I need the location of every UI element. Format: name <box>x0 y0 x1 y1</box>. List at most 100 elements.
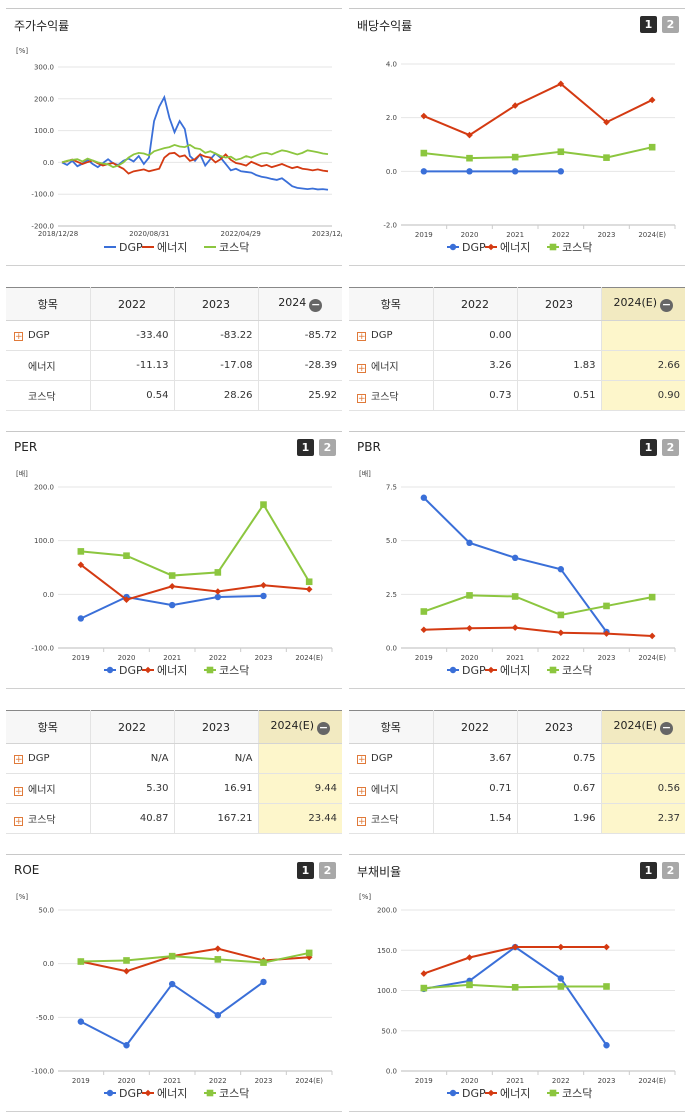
x-tick-label: 2021 <box>506 1077 524 1085</box>
y-tick-label: 0.0 <box>43 591 54 599</box>
data-point-kosdaq <box>557 983 565 990</box>
expand-icon[interactable]: + <box>14 755 23 765</box>
column-header: 2023 <box>517 287 602 321</box>
legend-label-energy[interactable]: 에너지 <box>157 241 187 254</box>
table-cell: 28.26 <box>174 380 259 411</box>
legend-label-dgp[interactable]: DGP <box>462 1087 486 1100</box>
view-toggle: 1 2 <box>640 862 679 879</box>
expand-icon[interactable]: + <box>357 364 366 374</box>
legend-label-dgp[interactable]: DGP <box>119 241 143 254</box>
x-tick-label: 2023 <box>598 231 616 239</box>
legend-label-energy[interactable]: 에너지 <box>157 1087 187 1100</box>
view-2-button[interactable]: 2 <box>662 439 679 456</box>
data-point-dgp <box>214 593 222 601</box>
legend-label-energy[interactable]: 에너지 <box>157 664 187 677</box>
dividend-chart: 4.0 2.0 0.0 -2.0 2019 2020 2021 2022 2023 2024(E)… <box>383 61 676 254</box>
data-point-kosdaq <box>168 572 176 579</box>
data-point-kosdaq <box>305 578 313 586</box>
legend-label-kosdaq[interactable]: 코스닥 <box>562 241 592 254</box>
y-tick-label: -200.0 <box>31 223 54 231</box>
view-1-button[interactable]: 1 <box>640 862 657 879</box>
expand-icon[interactable]: + <box>357 332 366 342</box>
y-tick-label: 150.0 <box>377 947 397 955</box>
y-tick-label: 2.0 <box>386 114 397 122</box>
view-2-button[interactable]: 2 <box>662 16 679 33</box>
y-tick-label: -100.0 <box>31 191 54 199</box>
row-label: 에너지 <box>371 362 399 373</box>
data-point-energy <box>511 102 519 109</box>
x-tick-label: 2020 <box>118 1077 136 1085</box>
legend-label-kosdaq[interactable]: 코스닥 <box>219 664 249 677</box>
x-tick-label: 2024(E) <box>638 231 666 239</box>
collapse-icon[interactable]: − <box>317 721 331 735</box>
legend-marker-energy <box>144 1089 152 1097</box>
data-point-dgp <box>420 168 428 175</box>
data-point-kosdaq <box>260 501 267 508</box>
view-2-button[interactable]: 2 <box>662 862 679 879</box>
expand-icon[interactable]: + <box>14 817 23 827</box>
data-point-dgp <box>77 1018 85 1025</box>
view-1-button[interactable]: 1 <box>297 439 314 456</box>
legend-label-dgp[interactable]: DGP <box>462 664 486 677</box>
view-2-button[interactable]: 2 <box>319 862 336 879</box>
expand-icon[interactable]: + <box>357 817 366 827</box>
collapse-icon[interactable]: − <box>660 721 674 735</box>
legend-label-dgp[interactable]: DGP <box>119 664 143 677</box>
y-tick-label: 5.0 <box>386 537 397 545</box>
legend-marker-energy <box>487 666 495 674</box>
legend-label-kosdaq[interactable]: 코스닥 <box>562 664 592 677</box>
data-point-energy <box>77 561 85 569</box>
data-point-kosdaq <box>511 153 519 161</box>
data-point-dgp <box>168 980 176 988</box>
view-1-button[interactable]: 1 <box>640 16 657 33</box>
view-1-button[interactable]: 1 <box>297 862 314 879</box>
expand-icon[interactable]: + <box>14 332 23 342</box>
y-tick-label: 0.0 <box>43 960 54 968</box>
legend-label-dgp[interactable]: DGP <box>462 241 486 254</box>
column-header: 2022 <box>433 287 518 321</box>
legend-label-energy[interactable]: 에너지 <box>500 1087 530 1100</box>
series-line-energy <box>423 82 653 137</box>
legend-label-dgp[interactable]: DGP <box>119 1087 143 1100</box>
legend-label-kosdaq[interactable]: 코스닥 <box>562 1087 592 1100</box>
data-point-energy <box>214 588 222 595</box>
y-tick-label: 100.0 <box>34 127 54 135</box>
table-cell: 9.44 <box>258 773 342 804</box>
expand-icon[interactable]: + <box>14 787 23 797</box>
expand-icon[interactable]: + <box>357 755 366 765</box>
series-line-dgp <box>61 94 329 191</box>
collapse-icon[interactable]: − <box>309 298 323 312</box>
row-name: 에너지 <box>6 350 91 381</box>
table-cell: -17.08 <box>174 350 259 381</box>
data-point-dgp <box>123 1042 130 1049</box>
table-cell: 3.26 <box>433 350 518 381</box>
series-line-kosdaq <box>423 146 653 160</box>
table-cell: 0.75 <box>517 743 602 774</box>
table-cell: 1.54 <box>433 803 518 834</box>
row-label: DGP <box>28 753 50 764</box>
table-row: + DGP -33.40 -83.22 -85.72 <box>6 320 342 351</box>
table-row: 에너지 -11.13 -17.08 -28.39 <box>6 350 342 381</box>
expand-icon[interactable]: + <box>357 787 366 797</box>
collapse-icon[interactable]: − <box>660 298 674 312</box>
view-1-button[interactable]: 1 <box>640 439 657 456</box>
data-point-kosdaq <box>420 149 428 157</box>
row-name: + 코스닥 <box>6 803 91 834</box>
row-label: 코스닥 <box>28 815 56 826</box>
legend-marker-dgp <box>449 243 457 251</box>
data-point-dgp <box>557 168 565 175</box>
column-header: 2023 <box>174 287 259 321</box>
legend-label-energy[interactable]: 에너지 <box>500 664 530 677</box>
legend-label-kosdaq[interactable]: 코스닥 <box>219 241 249 254</box>
legend-label-energy[interactable]: 에너지 <box>500 241 530 254</box>
unit-label: [%] <box>16 893 28 901</box>
legend-label-kosdaq[interactable]: 코스닥 <box>219 1087 249 1100</box>
data-point-kosdaq <box>168 952 176 960</box>
table-row: + DGP 0.00 <box>349 320 685 351</box>
view-2-button[interactable]: 2 <box>319 439 336 456</box>
data-point-dgp <box>420 494 428 501</box>
data-point-energy <box>260 581 267 589</box>
expand-icon[interactable]: + <box>357 394 366 404</box>
row-label: 에너지 <box>28 362 56 373</box>
table-cell: 0.00 <box>433 320 518 351</box>
